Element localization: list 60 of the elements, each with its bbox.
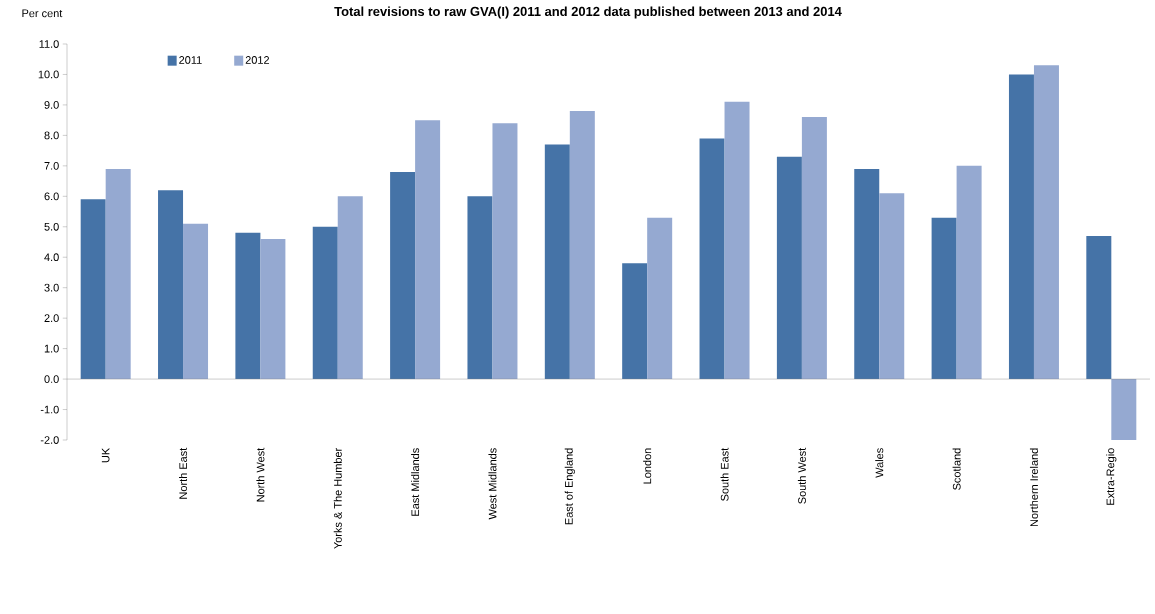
y-tick-label: 11.0 [39,40,59,48]
bar [569,111,595,380]
y-tick-label: 5.0 [44,222,59,231]
bar [105,168,131,380]
y-tick-label: 9.0 [44,101,59,109]
bar [260,238,286,380]
y-tick-label: 6.0 [44,192,59,201]
bar [183,223,209,380]
x-tick-label: North West [256,447,265,502]
y-tick-label: 4.0 [44,253,59,262]
y-tick-label: 10.0 [38,70,59,79]
bar [544,144,570,380]
bar [854,168,880,380]
x-tick-label: Yorks & The Humber [333,447,342,549]
bar [415,120,441,380]
x-tick-label: East Midlands [411,448,420,516]
y-tick-label: 3.0 [44,283,59,292]
y-tick-label: 8.0 [44,131,59,140]
x-tick-label: Northern Ireland [1029,448,1038,527]
bar [622,263,648,380]
x-tick-label: West Midlands [488,448,497,520]
y-tick-label: 2.0 [44,314,59,323]
bar [312,226,338,380]
bar [956,165,982,380]
x-tick-label: London [643,448,652,484]
bar [390,171,416,380]
bar [699,138,725,380]
bar [467,196,493,380]
bar [80,199,106,380]
y-tick-label: 1.0 [44,344,59,353]
bar [1086,235,1112,380]
y-tick-label: 0.0 [44,375,59,383]
bar [1111,379,1137,440]
bar [158,190,184,380]
legend-label: 2012 [245,56,270,64]
bar [1008,74,1034,380]
y-tick-label: 7.0 [44,161,59,170]
bar [931,217,957,380]
x-tick-label: South East [720,447,729,501]
x-tick-label: Wales [875,448,884,478]
x-tick-label: Extra-Regio [1106,448,1117,505]
x-tick-label: North East [179,447,188,499]
x-tick-label: UK [101,447,110,463]
bar [776,156,802,380]
bar [235,232,261,380]
bar [1033,65,1059,380]
bar [724,101,750,380]
bar [647,217,673,380]
legend-label: 2011 [179,56,202,64]
y-tick-label: -1.0 [40,405,59,414]
x-tick-label: South West [797,447,806,504]
y-tick-label: -2.0 [40,436,59,444]
bar [879,193,905,380]
y-axis-title: Per cent [22,9,63,18]
chart-title: Total revisions to raw GVA(I) 2011 and 2012 data published between 2013 and 2014 [334,6,842,19]
bar [337,196,363,380]
x-tick-label: Scotland [952,448,961,490]
bar [801,117,827,380]
bar [492,123,518,380]
x-tick-label: East of England [564,448,575,525]
